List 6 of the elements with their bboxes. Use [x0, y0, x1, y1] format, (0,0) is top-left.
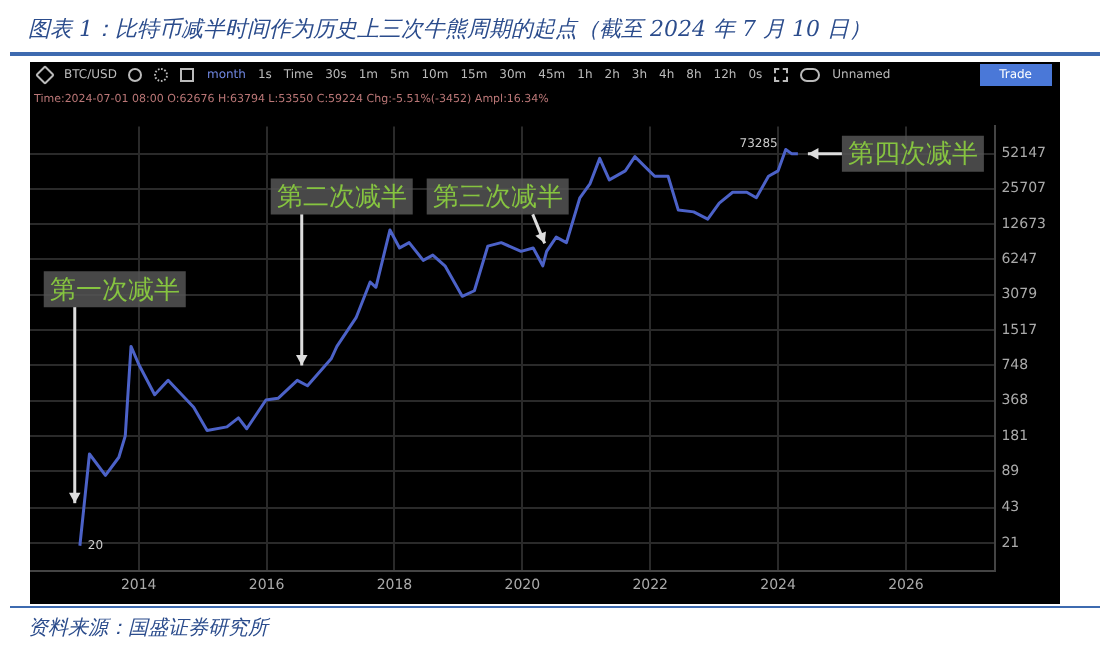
annotation: 第三次减半: [432, 183, 563, 214]
text: 资料来源：国盛证券研究所: [28, 615, 268, 642]
annotation: 第一次减半: [49, 275, 180, 306]
annotation: 第四次减半: [847, 140, 978, 171]
annotation: 第二次减半: [276, 183, 407, 214]
chart-title: 图表 1：比特币减半时间作为历史上三次牛熊周期的起点（截至 2024 年 7 月 10 日）: [28, 14, 871, 44]
